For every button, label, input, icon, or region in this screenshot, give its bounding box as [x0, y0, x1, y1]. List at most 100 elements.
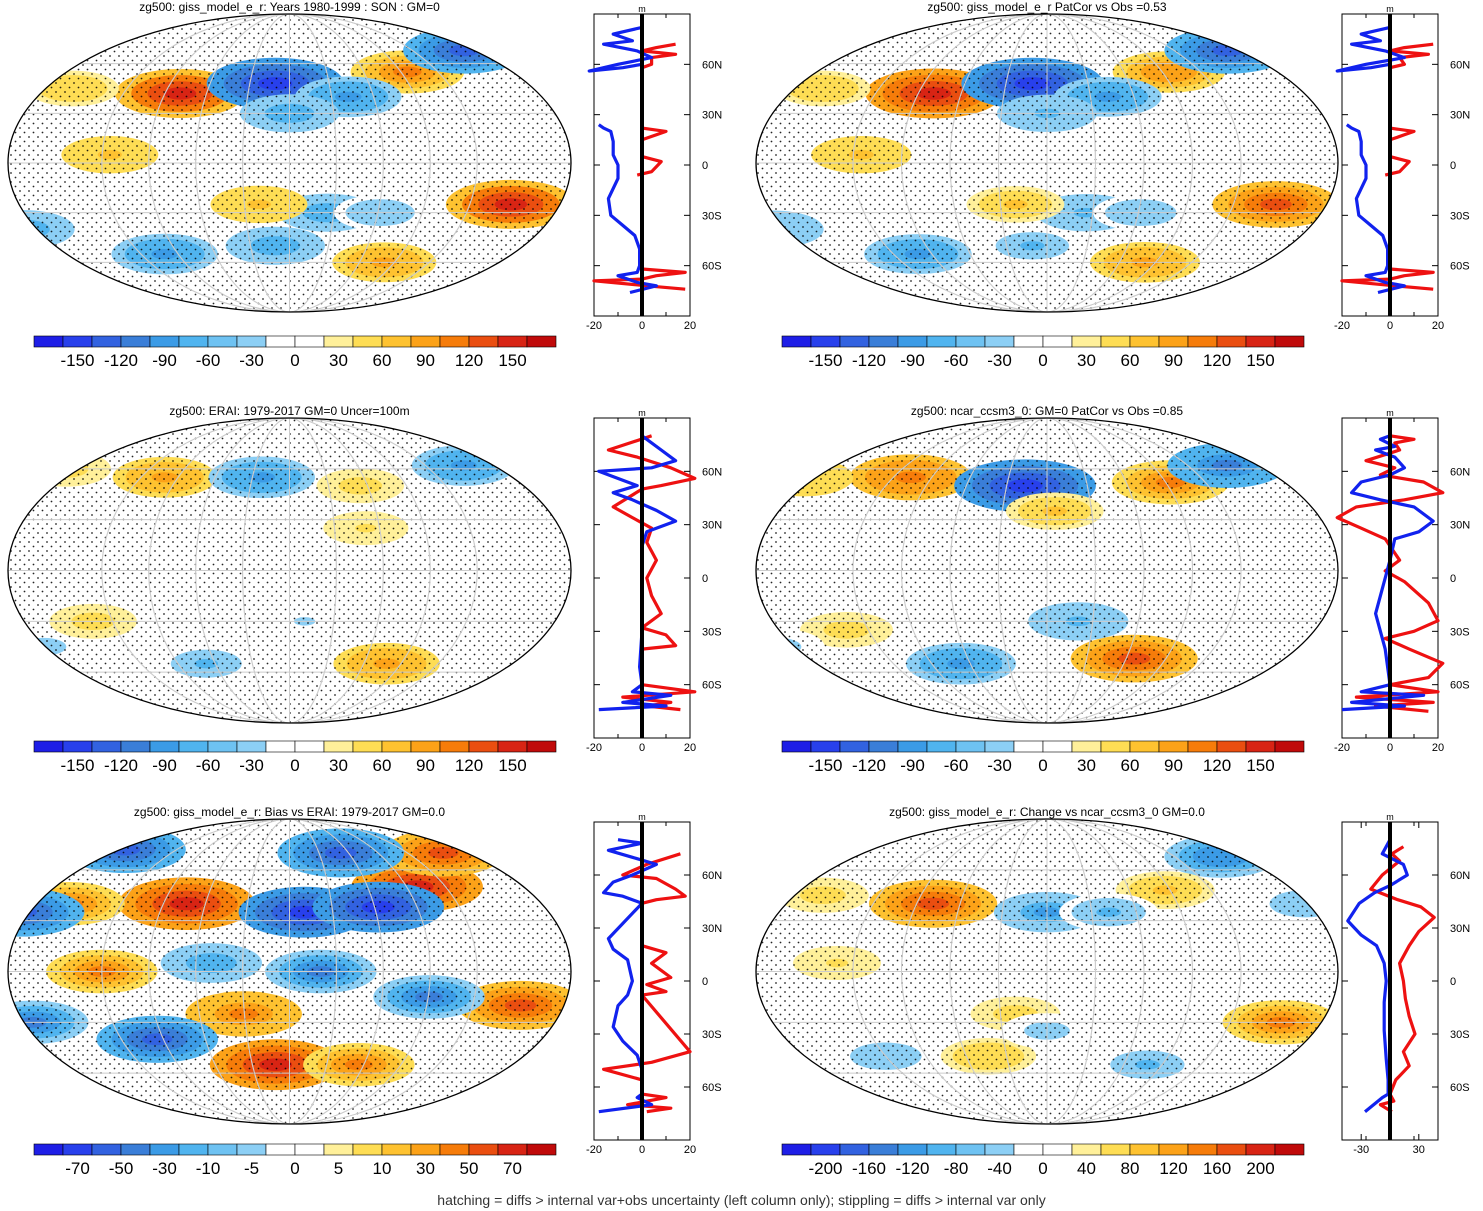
- colorbar-label: 120: [455, 756, 483, 775]
- colorbar-cell: [926, 1143, 957, 1156]
- panel-3: zg500: ERAI: 1979-2017 GM=0 Uncer=100m -1…: [7, 404, 722, 775]
- colorbar-cell: [1042, 740, 1073, 753]
- profile-line-red: [602, 852, 692, 1114]
- graticule-lon: [997, 819, 1097, 1124]
- colorbar-cell: [984, 740, 1015, 753]
- profile-lat-label: 60N: [1450, 59, 1470, 71]
- colorbar-cell: [526, 740, 557, 753]
- colorbar-cell: [1071, 1143, 1102, 1156]
- colorbar-cell: [91, 335, 122, 348]
- profile-line-blue: [597, 434, 678, 712]
- graticule-lon: [900, 14, 1194, 312]
- graticule-lon: [148, 14, 431, 312]
- colorbar-cell: [178, 1143, 209, 1156]
- colorbar-cell: [868, 740, 899, 753]
- colorbar-cell: [468, 1143, 499, 1156]
- colorbar-label: 120: [455, 351, 483, 370]
- colorbar-cell: [1274, 335, 1305, 348]
- colorbar-label: -60: [944, 351, 969, 370]
- colorbar-label: -50: [109, 1159, 134, 1178]
- colorbar-cell: [207, 1143, 238, 1156]
- colorbar-label: 5: [334, 1159, 343, 1178]
- profile-lat-label: 30S: [1450, 626, 1470, 638]
- colorbar-label: 120: [1159, 1159, 1187, 1178]
- map: [8, 819, 571, 1124]
- graticule-lon: [949, 819, 1145, 1124]
- colorbar-label: 0: [290, 1159, 299, 1178]
- colorbar-cell: [1129, 335, 1160, 348]
- colorbar-cell: [120, 740, 151, 753]
- map: [756, 418, 1338, 723]
- colorbar-cell: [439, 335, 470, 348]
- profile-x-label: -30: [1353, 1144, 1369, 1156]
- colorbar-cell: [91, 1143, 122, 1156]
- colorbar-cell: [439, 740, 470, 753]
- colorbar-cell: [207, 335, 238, 348]
- colorbar-cell: [33, 1143, 64, 1156]
- colorbar-cell: [381, 740, 412, 753]
- colorbar-cell: [323, 335, 354, 348]
- colorbar-label: -10: [196, 1159, 221, 1178]
- profile-line-red: [606, 434, 697, 712]
- colorbar-cell: [468, 740, 499, 753]
- panel-title: zg500: ERAI: 1979-2017 GM=0 Uncer=100m: [169, 404, 409, 418]
- profile-line-red: [640, 42, 678, 70]
- colorbar-label: 0: [290, 756, 299, 775]
- colorbar-label: -120: [895, 1159, 929, 1178]
- colorbar-label: 30: [416, 1159, 435, 1178]
- zonal-profile: m 60N 30N 0 30S 60S -20 0 20: [586, 4, 722, 332]
- profile-lat-label: 60S: [1450, 1082, 1470, 1094]
- field-anomaly: [766, 642, 790, 652]
- graticule-lon: [101, 819, 478, 1124]
- colorbar-cell: [897, 335, 928, 348]
- colorbar-label: -30: [239, 756, 264, 775]
- colorbar-label: 30: [329, 756, 348, 775]
- colorbar-cell: [1071, 740, 1102, 753]
- profile-lat-label: 30N: [702, 923, 722, 935]
- profile-x-label: -20: [586, 1144, 602, 1156]
- panel-4: zg500: ncar_ccsm3_0: GM=0 PatCor vs Obs …: [755, 404, 1470, 775]
- profile-x-label: -20: [1334, 320, 1350, 332]
- colorbar-label: 0: [1038, 351, 1047, 370]
- colorbar-cell: [1042, 335, 1073, 348]
- profile-lat-label: 30N: [702, 520, 722, 532]
- graticule-lon: [195, 819, 384, 1124]
- colorbar-cell: [1129, 1143, 1160, 1156]
- colorbar-label: 150: [498, 351, 526, 370]
- profile-x-label: -20: [586, 320, 602, 332]
- profile-lat-label: 60N: [702, 466, 722, 478]
- colorbar-cell: [1158, 335, 1189, 348]
- colorbar-label: 150: [1246, 351, 1274, 370]
- colorbar-cell: [294, 1143, 325, 1156]
- panel-5: zg500: giss_model_e_r: Bias vs ERAI: 197…: [7, 805, 722, 1178]
- zonal-profile: m 60N 30N 0 30S 60S -20 0 20: [1334, 408, 1470, 754]
- graticule-lon: [900, 418, 1194, 723]
- colorbar-label: 70: [503, 1159, 522, 1178]
- profile-x-label: 20: [1432, 320, 1444, 332]
- profile-lat-label: 60S: [702, 261, 722, 273]
- colorbar-cell: [410, 335, 441, 348]
- colorbar-cell: [468, 335, 499, 348]
- graticule-lon: [242, 418, 337, 723]
- profile-lat-label: 0: [702, 976, 708, 988]
- profile-x-label: 0: [639, 320, 645, 332]
- profile-lat-label: 30S: [702, 1029, 722, 1041]
- map: [756, 819, 1338, 1124]
- profile-lat-label: 30N: [1450, 923, 1470, 935]
- colorbar-cell: [265, 740, 296, 753]
- graticule-lon: [242, 14, 337, 312]
- profile-lat-label: 60S: [1450, 261, 1470, 273]
- panel-1: zg500: giss_model_e_r: Years 1980-1999 :…: [7, 0, 722, 370]
- profile-lat-label: 0: [1450, 160, 1456, 172]
- colorbar-cell: [410, 740, 441, 753]
- colorbar-cell: [1100, 335, 1131, 348]
- colorbar-cell: [207, 740, 238, 753]
- colorbar-cell: [352, 1143, 383, 1156]
- colorbar-cell: [526, 1143, 557, 1156]
- profile-x-label: -20: [1334, 742, 1350, 754]
- colorbar-cell: [868, 335, 899, 348]
- colorbar-label: -30: [987, 351, 1012, 370]
- colorbar-cell: [955, 335, 986, 348]
- colorbar-label: -30: [987, 756, 1012, 775]
